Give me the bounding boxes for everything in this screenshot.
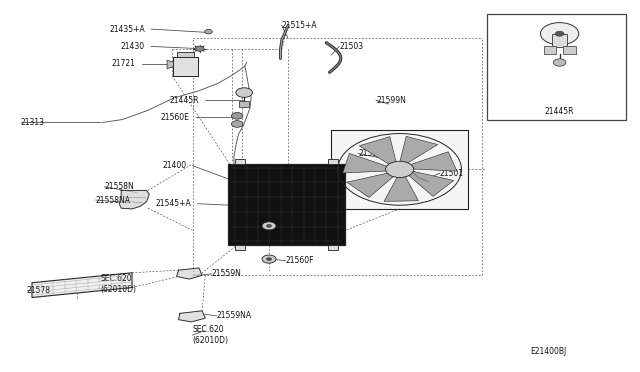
Bar [328,245,338,250]
Bar [328,160,338,164]
Circle shape [232,121,243,127]
Text: 21501: 21501 [440,169,464,177]
Text: 21445R: 21445R [170,96,199,105]
Circle shape [195,46,204,51]
Polygon shape [408,152,457,171]
Bar [177,52,195,57]
Text: 21430: 21430 [120,42,145,51]
Text: 21559N: 21559N [212,269,241,278]
Polygon shape [177,268,202,279]
Polygon shape [32,273,132,298]
Text: SEC.620
(62010D): SEC.620 (62010D) [100,274,136,294]
Circle shape [262,255,276,263]
Bar [552,34,567,46]
Circle shape [540,23,579,45]
Polygon shape [342,153,390,173]
Text: 21578: 21578 [27,286,51,295]
Bar [563,46,575,54]
Bar [487,14,626,119]
Text: 21435+A: 21435+A [109,25,145,33]
Text: 21515+A: 21515+A [282,21,317,30]
Polygon shape [384,174,419,201]
Text: E21400BJ: E21400BJ [531,347,566,356]
Text: 21599N: 21599N [376,96,406,105]
Circle shape [236,88,252,97]
Bar [236,160,246,164]
Polygon shape [119,190,149,209]
Polygon shape [359,137,397,166]
Text: 21545: 21545 [285,218,310,227]
Polygon shape [167,61,173,68]
Bar [332,130,468,209]
Text: 21558NA: 21558NA [96,196,131,205]
Bar [236,245,246,250]
Text: SEC.620
(62010D): SEC.620 (62010D) [193,326,228,345]
Circle shape [553,59,566,66]
Circle shape [266,224,271,227]
Circle shape [386,161,413,177]
Text: 21445R: 21445R [545,107,574,116]
Text: 21558N: 21558N [104,182,134,191]
Circle shape [232,112,243,119]
Circle shape [205,29,212,34]
Text: 21721: 21721 [111,59,135,68]
Circle shape [262,222,276,230]
Circle shape [555,31,564,36]
Polygon shape [179,311,205,322]
Text: 21560E: 21560E [161,113,189,122]
Text: 21503: 21503 [339,42,364,51]
Text: 21313: 21313 [20,118,45,127]
Bar [543,46,556,54]
Polygon shape [406,170,454,196]
Text: 21559NA: 21559NA [217,311,252,320]
Text: 21545+A: 21545+A [156,199,191,208]
Bar [228,164,346,245]
Text: 21560F: 21560F [285,256,314,265]
Bar [239,101,249,107]
Text: 21590: 21590 [358,149,382,158]
Polygon shape [347,172,396,198]
Polygon shape [399,137,438,164]
Text: 21400: 21400 [162,161,186,170]
Bar [173,57,198,76]
Circle shape [266,258,271,260]
